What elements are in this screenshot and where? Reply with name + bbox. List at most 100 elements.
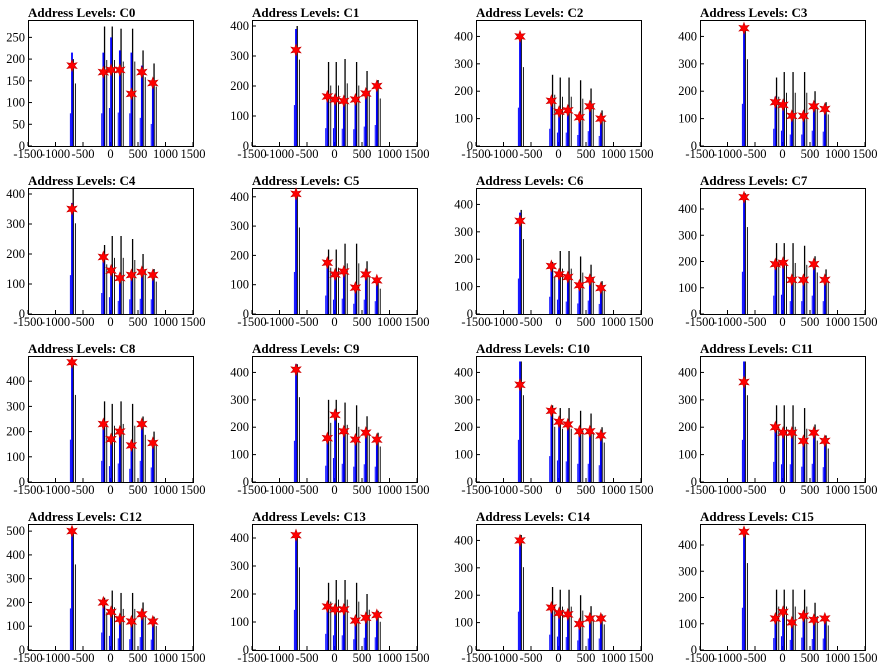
y-tick-label: 0 <box>19 307 25 321</box>
y-tick-label: 0 <box>19 475 25 489</box>
x-tick-label: -1000 <box>41 315 70 329</box>
y-tick-label: 300 <box>6 217 25 231</box>
peak-star-marker <box>553 606 565 620</box>
y-tick-label: 400 <box>230 365 249 379</box>
peak-star-marker <box>125 438 138 453</box>
chart-title: Address Levels: C5 <box>252 173 360 188</box>
plot-frame <box>700 188 866 315</box>
x-tick-label: 0 <box>331 147 337 161</box>
peak-star-marker <box>797 434 810 448</box>
peak-star-marker <box>584 99 596 113</box>
peak-star-marker <box>147 436 159 450</box>
peak-star-marker <box>125 614 138 629</box>
x-tick-label: -1500 <box>685 651 714 665</box>
x-tick-label: 1000 <box>377 315 402 329</box>
y-tick-label: 100 <box>454 448 473 462</box>
chart-panel-6: Address Levels: C6 0 100 200 300 400 -1500-100… <box>454 173 653 329</box>
y-tick-label: 0 <box>467 475 473 489</box>
y-tick-label: 300 <box>230 393 249 407</box>
peak-star-marker <box>136 417 148 431</box>
plot-frame <box>28 188 194 315</box>
y-tick-label: 100 <box>6 619 25 633</box>
y-tick-label: 100 <box>678 448 697 462</box>
peak-star-marker <box>769 420 782 434</box>
chart-panel-1: Address Levels: C1 0 100 200 300 400 -1500-100… <box>230 5 429 161</box>
y-tick-label: 400 <box>230 531 249 545</box>
y-tick-label: 400 <box>6 374 25 388</box>
y-tick-label: 100 <box>230 278 249 292</box>
x-tick-label: 0 <box>107 315 113 329</box>
x-tick-label: 1500 <box>853 651 878 665</box>
chart-title: Address Levels: C10 <box>476 341 590 356</box>
x-tick-label: 1000 <box>153 483 178 497</box>
y-tick-label: 0 <box>243 643 249 657</box>
x-tick-label: 1500 <box>405 651 430 665</box>
chart-title: Address Levels: C6 <box>476 173 584 188</box>
chart-panel-4: Address Levels: C4 0 100 200 300 400 -1500-100… <box>6 173 206 329</box>
peak-star-marker <box>797 273 810 287</box>
peak-star-marker <box>321 599 334 614</box>
y-tick-label: 0 <box>243 139 249 153</box>
x-tick-label: 0 <box>107 483 113 497</box>
peak-star-marker <box>584 611 596 626</box>
x-tick-label: -1000 <box>489 483 518 497</box>
peak-star-marker <box>349 280 362 295</box>
y-tick-label: 100 <box>6 450 25 464</box>
peak-star-marker <box>371 608 383 622</box>
peak-star-marker <box>595 111 607 126</box>
x-tick-label: -500 <box>72 147 95 161</box>
y-tick-label: 0 <box>691 139 697 153</box>
x-tick-label: -500 <box>744 147 767 161</box>
peak-star-marker <box>595 428 607 443</box>
peak-star-marker <box>97 417 110 431</box>
peak-star-marker <box>147 614 159 629</box>
y-tick-label: 100 <box>6 96 25 110</box>
y-tick-label: 400 <box>454 365 473 379</box>
y-tick-label: 200 <box>6 425 25 439</box>
y-tick-label: 200 <box>454 252 473 266</box>
x-tick-label: -500 <box>520 315 543 329</box>
peak-star-marker <box>371 79 383 93</box>
peak-star-marker <box>329 267 341 282</box>
peak-star-marker <box>321 256 334 270</box>
peak-star-marker <box>819 273 831 287</box>
x-tick-label: -1500 <box>461 651 490 665</box>
y-tick-label: 400 <box>678 365 697 379</box>
x-tick-label: -1500 <box>237 315 266 329</box>
peak-star-marker <box>114 63 126 77</box>
x-tick-label: 500 <box>801 483 820 497</box>
y-tick-label: 100 <box>454 616 473 630</box>
y-tick-label: 200 <box>6 52 25 66</box>
peak-star-marker <box>738 190 750 204</box>
x-tick-label: -1500 <box>13 651 42 665</box>
x-tick-label: 1000 <box>825 483 850 497</box>
y-tick-label: 200 <box>678 591 697 605</box>
y-tick-label: 200 <box>678 84 697 98</box>
chart-title: Address Levels: C9 <box>252 341 360 356</box>
peak-star-marker <box>290 187 302 201</box>
x-tick-label: 1000 <box>377 483 402 497</box>
x-tick-label: -1500 <box>685 147 714 161</box>
peak-star-marker <box>329 92 341 107</box>
peak-star-marker <box>97 595 110 610</box>
peak-star-marker <box>562 417 574 432</box>
y-tick-label: 100 <box>6 277 25 291</box>
peak-star-marker <box>808 257 820 271</box>
peak-star-marker <box>562 270 574 284</box>
peak-star-marker <box>136 607 148 622</box>
chart-title: Address Levels: C4 <box>28 173 136 188</box>
chart-title: Address Levels: C8 <box>28 341 136 356</box>
peak-star-marker <box>573 278 586 292</box>
y-tick-label: 400 <box>454 533 473 547</box>
peak-star-marker <box>595 281 607 295</box>
x-tick-label: -1000 <box>265 483 294 497</box>
x-tick-label: 0 <box>331 315 337 329</box>
peak-star-marker <box>738 21 750 35</box>
chart-title: Address Levels: C1 <box>252 5 359 20</box>
x-tick-label: 1000 <box>153 147 178 161</box>
x-tick-label: 0 <box>331 483 337 497</box>
peak-star-marker <box>105 263 117 278</box>
y-tick-label: 200 <box>6 247 25 261</box>
x-tick-label: 1500 <box>181 315 206 329</box>
y-tick-label: 400 <box>678 538 697 552</box>
